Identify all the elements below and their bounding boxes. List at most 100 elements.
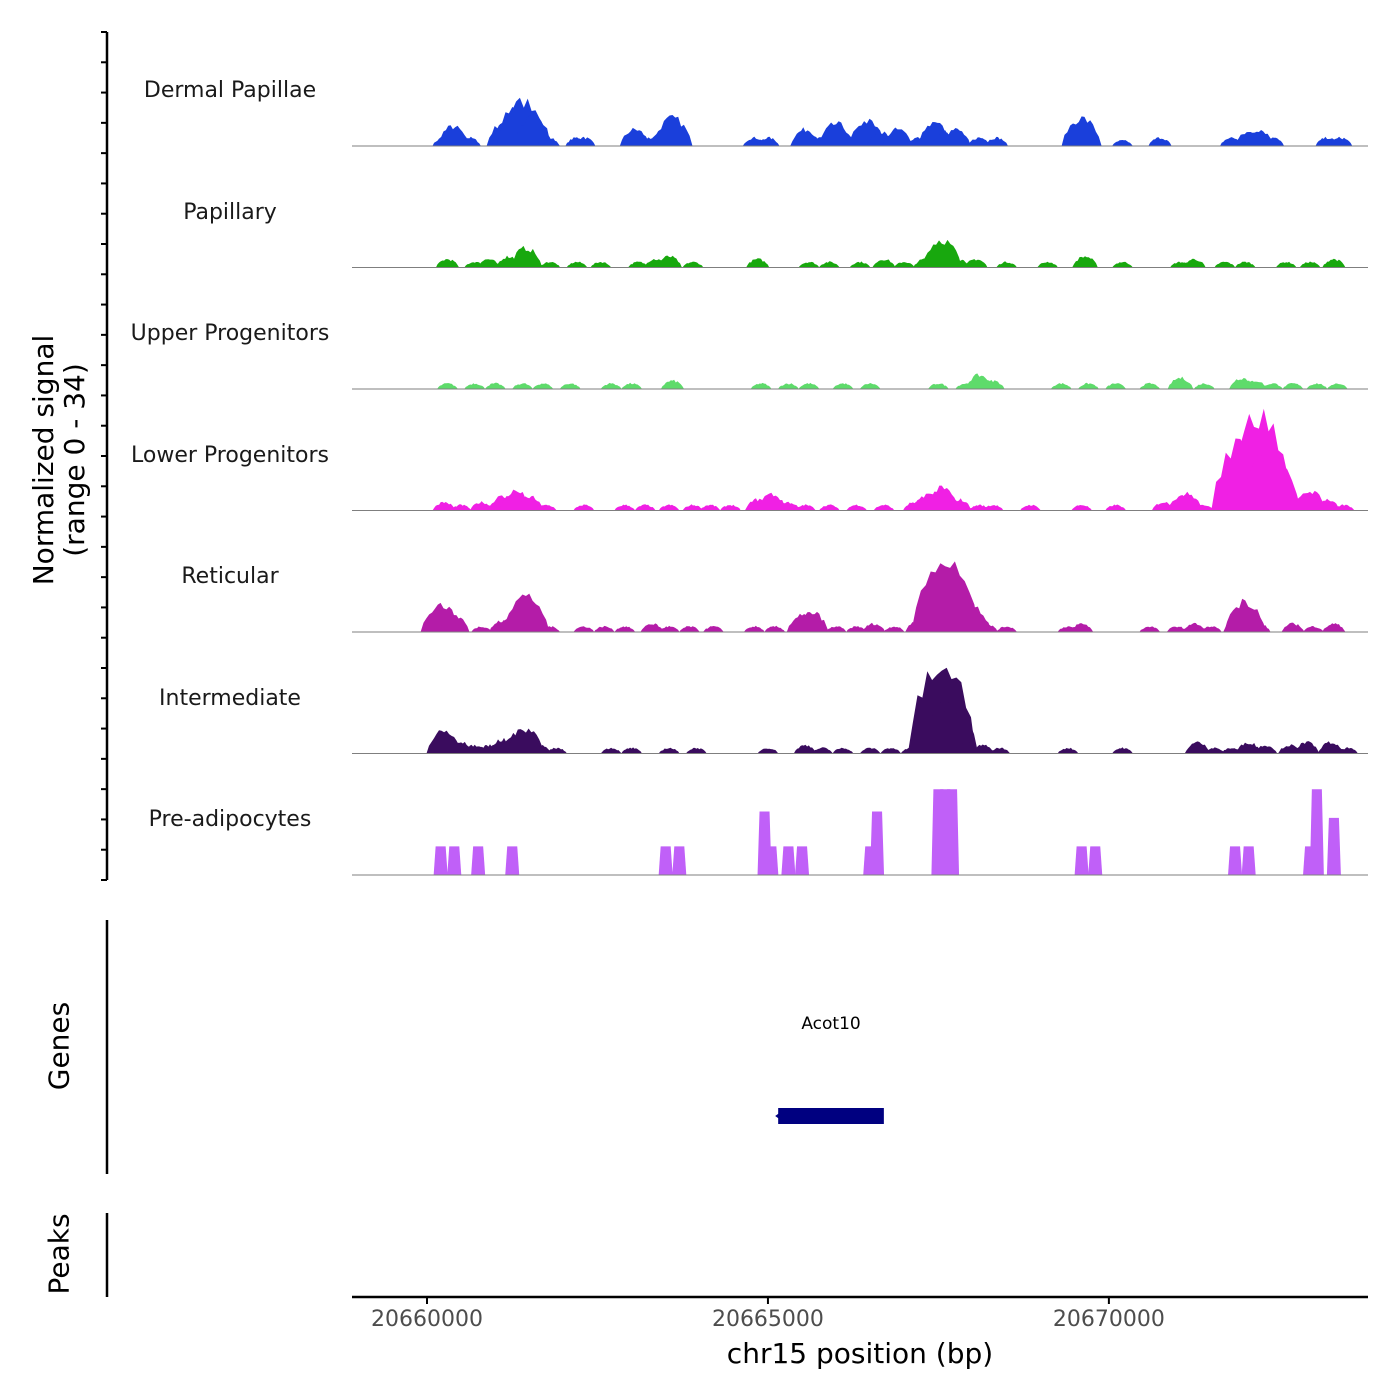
signal-peak [509,245,543,268]
signal-peak [893,262,915,268]
signal-peak [989,747,1011,754]
signal-peak [1167,376,1194,389]
signal-peak [527,745,552,754]
signal-peak [1070,623,1094,632]
signal-peak [1275,261,1297,268]
signal-peak [919,702,979,754]
signal-peak [505,846,520,875]
tracks-group [352,97,1368,876]
signal-peak [1139,382,1161,389]
signal-peak [859,747,881,754]
signal-peak [1139,626,1161,632]
signal-peak [1329,136,1353,146]
signal-peak [1235,742,1262,754]
signal-peak [1282,383,1304,389]
signal-peak [757,748,779,754]
signal-peak [685,747,707,754]
signal-peak [945,789,960,875]
signal-peak [1317,741,1344,754]
signal-peak [1166,626,1188,632]
signal-peak [1322,258,1346,268]
signal-peak [1071,505,1092,511]
signal-peak [1200,626,1222,632]
signal-peak [1072,256,1098,268]
signal-peak [656,255,682,268]
signal-peak [658,625,680,632]
signal-peak [832,747,854,754]
signal-peak [946,498,972,511]
x-tick-label: 20670000 [1052,1307,1165,1332]
signal-peak [457,136,481,146]
signal-peak [476,259,500,268]
signal-peak [539,262,561,268]
track-1 [352,239,1368,268]
signal-peak [536,136,560,146]
signal-peak [1112,261,1133,268]
track-label: Papillary [183,199,277,225]
signal-peak [793,744,817,754]
signal-peak [818,121,854,146]
signal-peak [870,811,885,875]
signal-peak [1074,846,1089,875]
signal-peak [1172,491,1203,511]
y-axis-title: Normalized signal (range 0 - 34) [27,335,91,586]
signal-peak [1237,451,1302,511]
gene-group [775,1108,884,1124]
signal-peak [658,846,673,875]
signal-peak [573,504,595,511]
genes-panel-title: Genes [42,1001,76,1091]
signal-peak [450,504,472,511]
signal-peak [846,626,867,632]
track-label: Pre-adipocytes [148,807,312,832]
signal-peak [1204,747,1225,754]
signal-peak [967,137,991,146]
signal-peak [996,261,1017,268]
signal-peak [921,239,962,268]
signal-peak [1112,140,1133,146]
signal-peak [1020,504,1041,511]
signal-peak [1309,789,1324,875]
signal-peak [795,611,829,632]
signal-peak [818,504,840,511]
signal-peak [883,626,905,632]
track-0 [352,97,1368,147]
signal-peak [439,615,470,632]
signal-peak [964,259,988,268]
signal-peak [1037,261,1058,268]
signal-peak [1182,622,1206,632]
signal-peak [660,379,685,389]
signal-peak [1057,747,1079,754]
signal-peak [640,623,664,632]
signal-peak [1299,261,1321,268]
signal-peak [720,504,741,511]
x-tick-label: 20665000 [711,1307,824,1332]
peaks-panel-title: Peaks [42,1213,76,1295]
signal-peak [600,747,622,754]
signal-peak [432,501,456,511]
signal-peak [1184,741,1211,754]
signal-peak [699,504,721,511]
signal-peak [750,382,772,389]
signal-peak [1322,623,1346,632]
track-3 [352,408,1368,511]
signal-peak [435,259,460,268]
signal-peak [776,501,800,511]
signal-peak [1112,747,1133,754]
signal-peak [1105,504,1127,511]
track-2 [352,373,1368,390]
signal-peak [756,492,787,511]
signal-peak [1326,383,1348,389]
signal-peak [593,625,615,632]
signal-peak [628,261,649,268]
signal-peak [1061,116,1102,146]
track-6 [352,789,1368,876]
signal-peak [447,846,462,875]
signal-peak [984,136,1008,146]
signal-peak [621,382,642,389]
signal-peak [974,623,998,632]
track-4 [352,561,1368,633]
signal-peak [952,741,979,754]
signal-peak [621,747,642,754]
signal-peak [471,626,492,632]
